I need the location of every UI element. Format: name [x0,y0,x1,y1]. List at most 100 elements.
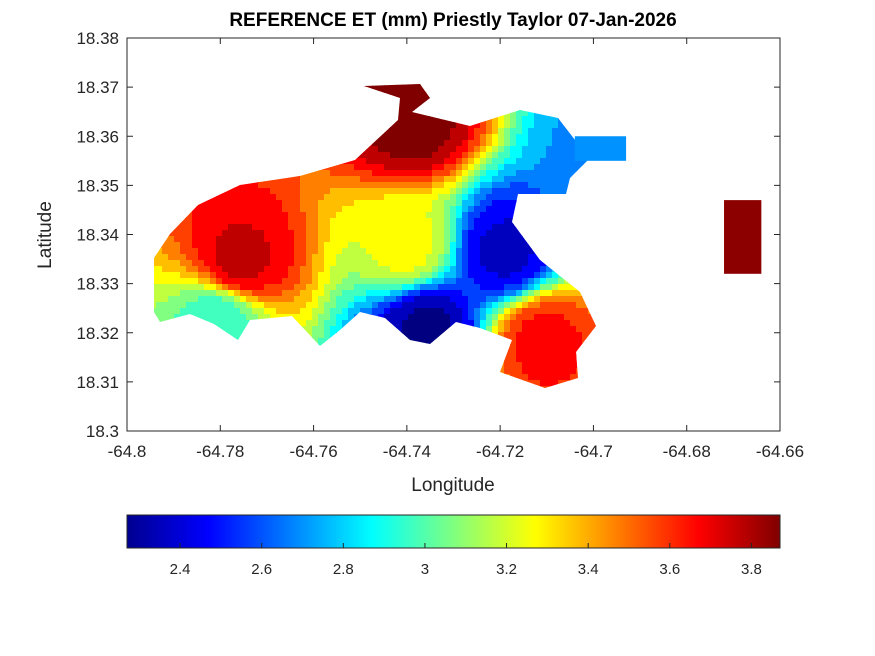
heat-cell [372,188,379,195]
heat-cell [348,188,355,195]
heat-cell [576,344,583,351]
heat-cell [378,194,385,201]
heat-cell [192,266,199,273]
heat-cell [420,152,427,159]
heat-cell [204,224,211,231]
heat-cell [408,224,415,231]
heat-cell [504,254,511,261]
heat-cell [498,254,505,261]
heat-cell [516,284,523,291]
heat-cell [558,158,565,165]
heat-cell [306,224,313,231]
heat-cell [420,242,427,249]
heat-cell [414,308,421,315]
heat-cell [438,230,445,237]
heat-cell [414,200,421,207]
heat-cell [414,296,421,303]
heat-cell [492,134,499,141]
heat-cell [228,260,235,267]
heat-cell [456,296,463,303]
heat-cell [396,236,403,243]
heat-cell [366,206,373,213]
heat-cell [414,320,421,327]
heat-cell [492,158,499,165]
heat-cell [468,308,475,315]
heat-cell [432,164,439,171]
heat-cell [456,212,463,219]
heat-cell [234,278,241,285]
heat-cell [174,236,181,243]
heat-cell [360,200,367,207]
heat-cell [390,146,397,153]
heat-cell [534,374,541,381]
heat-cell [252,266,259,273]
heat-cell [240,314,247,321]
heat-cell [228,302,235,309]
heat-cell [318,188,325,195]
heat-cell [270,260,277,267]
heat-cell [456,248,463,255]
heat-cell [228,272,235,279]
heat-cell [312,320,319,327]
heat-cell [576,158,583,165]
y-tick-label: 18.34 [76,226,119,245]
heat-cell [462,236,469,243]
heat-cell [288,308,295,315]
heat-cell [330,242,337,249]
heat-cell [390,266,397,273]
heat-cell [498,230,505,237]
heat-cell [444,146,451,153]
heat-cell [558,302,565,309]
heat-cell [336,284,343,291]
heat-cell [420,146,427,153]
heat-cell [480,134,487,141]
heat-cell [486,182,493,189]
heat-cell [468,314,475,321]
heat-cell [390,284,397,291]
heat-cell [378,158,385,165]
heat-cell [474,254,481,261]
heat-cell [402,296,409,303]
heat-cell [300,290,307,297]
heat-cell [510,332,517,339]
heat-cell [186,296,193,303]
heat-cell [492,188,499,195]
heat-cell [438,134,445,141]
heat-cell [378,170,385,177]
heat-cell [282,212,289,219]
heat-cell [330,326,337,333]
heat-cell [216,230,223,237]
heat-cell [390,86,397,93]
heat-cell [564,152,571,159]
heat-cell [174,308,181,315]
heat-cell [462,266,469,273]
heat-cell [294,212,301,219]
heat-cell [270,278,277,285]
heat-cell [228,284,235,291]
heat-cell [246,296,253,303]
heat-cell [312,236,319,243]
heat-cell [498,218,505,225]
heat-cell [426,170,433,177]
heat-cell [354,170,361,177]
heat-cell [588,326,595,333]
heat-cell [330,290,337,297]
heat-cell [246,182,253,189]
heat-cell [420,338,427,345]
heat-cell [180,272,187,279]
heat-cell [252,194,259,201]
heat-cell [438,302,445,309]
heat-cell [234,296,241,303]
heat-cell [174,260,181,267]
heat-cell [342,188,349,195]
heat-cell [528,308,535,315]
heat-cell [462,158,469,165]
heat-cell [528,122,535,129]
heat-cell [240,224,247,231]
heat-cell [474,266,481,273]
heat-cell [288,248,295,255]
heat-cell [228,230,235,237]
heat-cell [540,332,547,339]
heat-cell [366,236,373,243]
heat-cell [444,128,451,135]
